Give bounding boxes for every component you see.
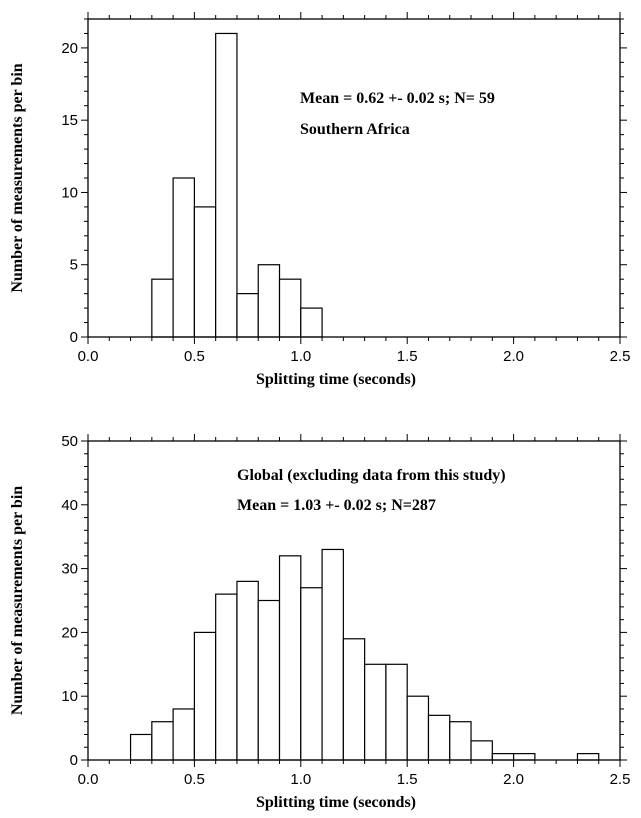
histogram-bar <box>321 548 344 761</box>
histogram-bar <box>215 593 238 761</box>
y-tick-label: 20 <box>61 40 78 57</box>
x-tick-label: 0.0 <box>78 348 99 365</box>
histogram-bar <box>385 663 408 761</box>
annotation-text: Global (excluding data from this study) <box>237 467 506 484</box>
x-tick-label: 1.0 <box>290 348 311 365</box>
histogram-bar <box>300 587 323 761</box>
histogram-panel-1: 0.0 0.5 1.0 1.5 2.0 2.5 0 5 10 15 20 Splitting time… <box>9 12 630 388</box>
histogram-bar <box>470 740 493 761</box>
histogram-bar <box>236 580 259 761</box>
x-tick-label: 1.5 <box>397 771 418 788</box>
y-tick-label: 5 <box>70 257 78 274</box>
histogram-bar <box>278 278 302 338</box>
annotation-text: Mean = 0.62 +- 0.02 s; N= 59 <box>300 90 495 107</box>
histogram-bar <box>172 177 195 338</box>
x-tick-label: 1.0 <box>290 771 311 788</box>
annotation-text: Mean = 1.03 +- 0.02 s; N=287 <box>237 497 436 514</box>
x-tick-label: 0.5 <box>184 348 205 365</box>
histogram-bar <box>236 293 259 338</box>
y-tick-label: 30 <box>61 561 78 578</box>
y-tick-label: 0 <box>70 329 78 346</box>
y-tick-label: 40 <box>61 497 78 514</box>
histogram-bar <box>151 278 174 338</box>
y-axis-title: Number of measurements per bin <box>9 486 26 715</box>
histogram-panel-2: 0.0 0.5 1.0 1.5 2.0 2.5 0 10 20 30 40 50 Splitting t… <box>9 433 630 811</box>
x-tick-label: 2.0 <box>503 771 524 788</box>
x-tick-label: 0.0 <box>78 771 99 788</box>
y-tick-label: 50 <box>61 433 78 450</box>
x-tick-label: 0.5 <box>184 771 205 788</box>
annotation-text: Southern Africa <box>300 121 410 138</box>
y-tick-label: 10 <box>61 184 78 201</box>
histogram-bar <box>576 753 600 761</box>
y-axis-title: Number of measurements per bin <box>9 63 26 292</box>
x-tick-label: 2.0 <box>503 348 524 365</box>
y-tick-label: 20 <box>61 624 78 641</box>
histogram-bar <box>129 733 153 761</box>
histogram-bar <box>151 721 174 761</box>
histogram-bar <box>491 753 515 761</box>
y-tick-label: 0 <box>70 752 78 769</box>
histogram-bar <box>364 663 387 761</box>
x-axis-title: Splitting time (seconds) <box>256 371 416 388</box>
y-tick-label: 10 <box>61 688 78 705</box>
histogram-bar <box>449 721 472 761</box>
histogram-bar <box>512 753 536 761</box>
plot-frame <box>87 440 621 761</box>
histogram-bar <box>427 714 451 761</box>
histogram-bar <box>406 695 430 761</box>
histogram-bar <box>215 32 238 338</box>
x-tick-label: 2.5 <box>610 771 631 788</box>
histogram-bar <box>278 555 302 761</box>
histogram-bar <box>300 307 323 338</box>
x-tick-label: 1.5 <box>397 348 418 365</box>
histogram-bar <box>172 708 195 761</box>
histogram-bar <box>257 264 281 338</box>
x-tick-label: 2.5 <box>610 348 631 365</box>
histogram-bar <box>342 638 366 761</box>
histogram-bar <box>193 631 217 761</box>
histogram-bar <box>193 206 217 338</box>
histogram-bar <box>257 599 281 761</box>
y-tick-label: 15 <box>61 112 78 129</box>
x-axis-title: Splitting time (seconds) <box>256 794 416 811</box>
